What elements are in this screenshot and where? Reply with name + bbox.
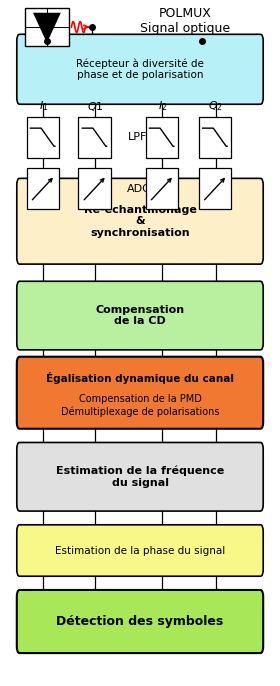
Text: $I_1$: $I_1$ (39, 99, 48, 113)
FancyBboxPatch shape (17, 178, 263, 264)
FancyBboxPatch shape (17, 357, 263, 429)
Text: LPF: LPF (127, 132, 147, 142)
Text: Estimation de la phase du signal: Estimation de la phase du signal (55, 545, 225, 556)
FancyBboxPatch shape (146, 117, 178, 158)
FancyBboxPatch shape (17, 34, 263, 104)
FancyBboxPatch shape (78, 117, 111, 158)
FancyBboxPatch shape (17, 525, 263, 576)
Text: Égalisation dynamique du canal: Égalisation dynamique du canal (46, 372, 234, 384)
FancyBboxPatch shape (27, 168, 59, 209)
Polygon shape (33, 13, 61, 43)
Text: Compensation de la PMD
Démultiplexage de polarisations: Compensation de la PMD Démultiplexage de… (61, 394, 219, 416)
FancyBboxPatch shape (146, 168, 178, 209)
Text: Estimation de la fréquence
du signal: Estimation de la fréquence du signal (56, 466, 224, 488)
Text: $I_2$: $I_2$ (158, 99, 167, 113)
FancyBboxPatch shape (78, 168, 111, 209)
FancyBboxPatch shape (17, 281, 263, 350)
Text: Détection des symboles: Détection des symboles (56, 615, 224, 628)
Text: Récepteur à diversité de
phase et de polarisation: Récepteur à diversité de phase et de pol… (76, 58, 204, 80)
FancyBboxPatch shape (17, 442, 263, 511)
FancyBboxPatch shape (199, 168, 231, 209)
Bar (25, 8, 69, 46)
Text: $Q1$: $Q1$ (87, 100, 104, 113)
Text: Laser: Laser (30, 0, 64, 1)
FancyBboxPatch shape (27, 117, 59, 158)
Text: Re-échantillonage
&
synchronisation: Re-échantillonage & synchronisation (83, 204, 197, 238)
Text: $Q_2$: $Q_2$ (208, 99, 223, 113)
Text: POLMUX
Signal optique: POLMUX Signal optique (140, 7, 230, 35)
FancyBboxPatch shape (199, 117, 231, 158)
Text: Compensation
de la CD: Compensation de la CD (95, 305, 185, 327)
Text: ADC: ADC (127, 184, 151, 193)
FancyBboxPatch shape (17, 590, 263, 653)
